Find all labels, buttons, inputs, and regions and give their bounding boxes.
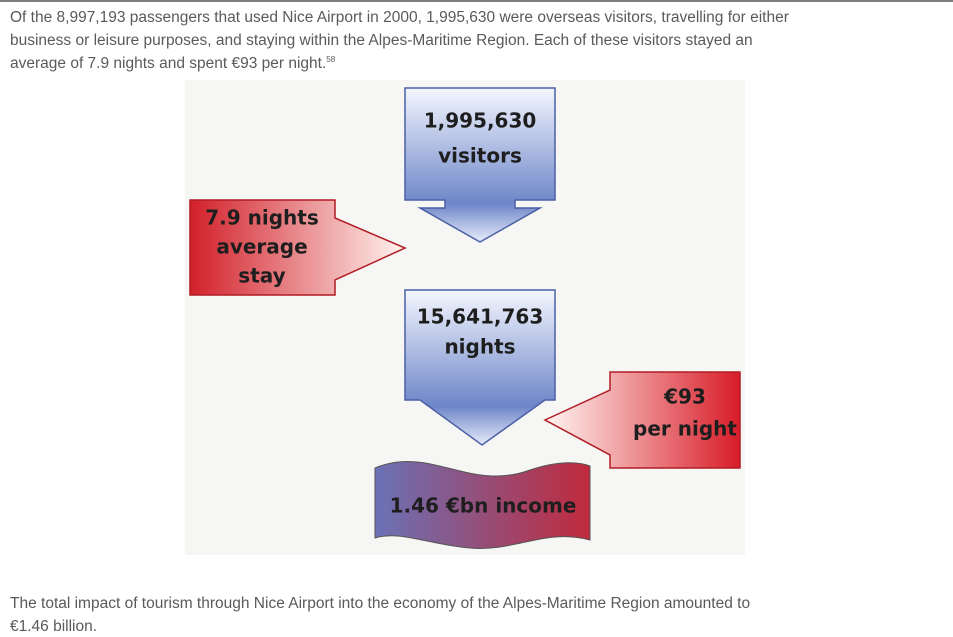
nights-label: nights [444, 335, 515, 359]
visitors-label: visitors [438, 144, 522, 168]
stay-label: average [216, 235, 307, 259]
stay-label: stay [238, 264, 285, 288]
conclusion-line: The total impact of tourism through Nice… [10, 595, 750, 612]
income-label: 1.46 €bn income [390, 494, 577, 518]
arrow-visitors [404, 87, 556, 243]
footnote: 58 [326, 55, 335, 64]
intro-line: average of 7.9 nights and spent €93 per … [10, 55, 336, 72]
arrow-spend [543, 371, 741, 469]
nights-label: 15,641,763 [417, 305, 544, 329]
intro-line-text: average of 7.9 nights and spent €93 per … [10, 55, 326, 72]
intro-line: Of the 8,997,193 passengers that used Ni… [10, 9, 789, 26]
spend-label: per night [633, 417, 737, 441]
visitors-label: 1,995,630 [424, 109, 537, 133]
conclusion-line: €1.46 billion. [10, 618, 97, 635]
stay-label: 7.9 nights [205, 206, 319, 230]
income-banner [374, 460, 591, 549]
intro-line: business or leisure purposes, and stayin… [10, 32, 753, 49]
spend-label: €93 [663, 385, 706, 409]
arrow-nights [404, 289, 556, 446]
arrow-stay [189, 199, 407, 296]
